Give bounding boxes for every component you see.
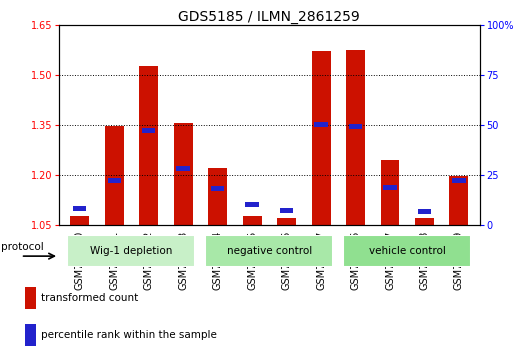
Text: vehicle control: vehicle control (369, 246, 446, 256)
Bar (418, 209, 431, 214)
Bar (70, 216, 89, 225)
Bar (383, 185, 397, 190)
Bar (449, 176, 468, 225)
Bar (314, 122, 328, 127)
Bar (73, 206, 86, 211)
Bar (142, 128, 155, 133)
Bar (211, 186, 224, 191)
Bar (243, 216, 262, 225)
Bar (67, 235, 195, 267)
Text: transformed count: transformed count (41, 293, 138, 303)
Bar (452, 178, 466, 183)
Bar (173, 123, 192, 225)
Text: protocol: protocol (1, 241, 44, 252)
Bar (245, 202, 259, 207)
Text: percentile rank within the sample: percentile rank within the sample (41, 330, 216, 340)
Bar (349, 124, 362, 129)
Bar (346, 50, 365, 225)
Bar (176, 166, 190, 171)
Bar (311, 51, 330, 225)
Bar (280, 208, 293, 213)
Bar (343, 235, 471, 267)
Bar (381, 160, 400, 225)
Bar (108, 178, 121, 183)
Bar (25, 287, 36, 309)
Bar (208, 168, 227, 225)
Bar (205, 235, 333, 267)
Title: GDS5185 / ILMN_2861259: GDS5185 / ILMN_2861259 (179, 10, 360, 24)
Bar (415, 218, 434, 225)
Text: negative control: negative control (227, 246, 312, 256)
Bar (277, 218, 296, 225)
Text: Wig-1 depletion: Wig-1 depletion (90, 246, 172, 256)
Bar (105, 126, 124, 225)
Bar (25, 324, 36, 346)
Bar (139, 67, 158, 225)
